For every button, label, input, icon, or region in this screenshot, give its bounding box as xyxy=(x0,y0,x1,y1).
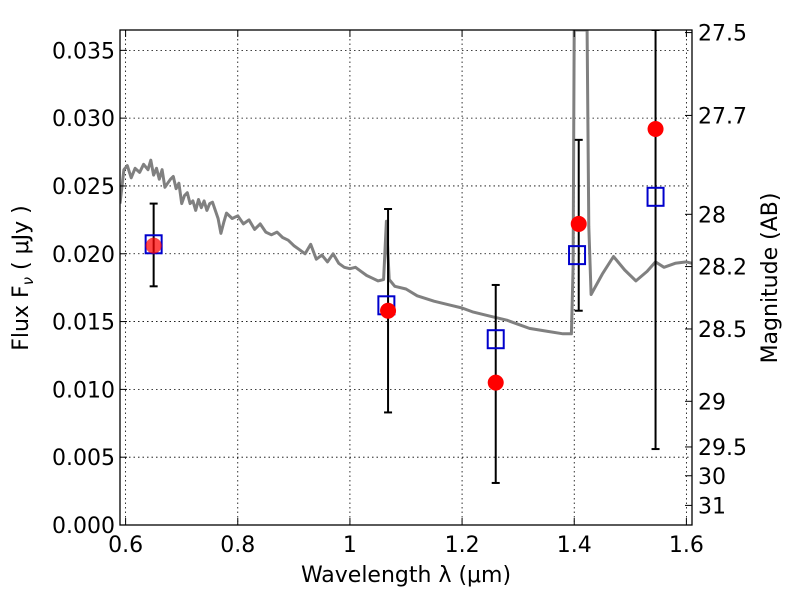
axes-layer xyxy=(119,29,693,526)
right-tick-label: 30 xyxy=(698,465,726,490)
model-flux-box xyxy=(486,329,505,350)
y-tick-label: 0.030 xyxy=(52,107,115,132)
right-tick-label: 27.5 xyxy=(698,22,747,47)
right-tick-label: 27.7 xyxy=(698,104,747,129)
plot-frame xyxy=(119,29,693,526)
y-axis-title-subscript: ν xyxy=(19,277,37,285)
x-tick-label: 1.6 xyxy=(669,533,704,558)
y-tick-label: 0.020 xyxy=(52,243,115,268)
y-tick-label: 0.015 xyxy=(52,311,115,336)
y-axis-title-unit: ( μJy ) xyxy=(9,205,34,277)
observed-point xyxy=(145,237,162,254)
ticks-layer: 0.6 0.8 1 1.2 1.4 1.6 0.000 0.005 0.010 0.015 0.02… xyxy=(52,22,747,558)
x-tick-label: 1.2 xyxy=(445,533,480,558)
y-axis-title-left: Flux Fν ( μJy ) xyxy=(9,205,37,350)
y-tick-label: 0.010 xyxy=(52,378,115,403)
data-layer xyxy=(120,30,692,484)
observed-point xyxy=(647,121,664,137)
right-tick-label: 29.5 xyxy=(698,436,747,461)
y-axis-title-right: Magnitude (AB) xyxy=(758,193,783,364)
y-tick-label: 0.025 xyxy=(52,175,115,200)
observed-point xyxy=(570,215,587,232)
y-tick-label: 0.005 xyxy=(52,446,115,471)
right-tick-label: 31 xyxy=(698,494,726,519)
model-flux-box xyxy=(646,186,665,207)
model-sed-line xyxy=(120,30,692,336)
right-tick-label: 28.5 xyxy=(698,318,747,343)
y-tick-label: 0.000 xyxy=(52,514,115,539)
right-tick-label: 29 xyxy=(698,390,726,415)
y-axis-title-main: Flux F xyxy=(9,285,34,350)
observed-point xyxy=(487,374,504,391)
observed-point xyxy=(380,302,397,319)
grid-layer xyxy=(120,30,692,526)
x-tick-label: 1.4 xyxy=(557,533,592,558)
y-tick-label: 0.035 xyxy=(52,39,115,64)
x-tick-label: 1 xyxy=(343,533,357,558)
model-flux-box xyxy=(568,245,587,266)
x-tick-label: 0.6 xyxy=(108,533,143,558)
right-tick-label: 28 xyxy=(698,203,726,228)
x-tick-label: 0.8 xyxy=(220,533,255,558)
x-axis-title: Wavelength λ (μm) xyxy=(301,563,511,588)
right-tick-label: 28.2 xyxy=(698,256,747,281)
